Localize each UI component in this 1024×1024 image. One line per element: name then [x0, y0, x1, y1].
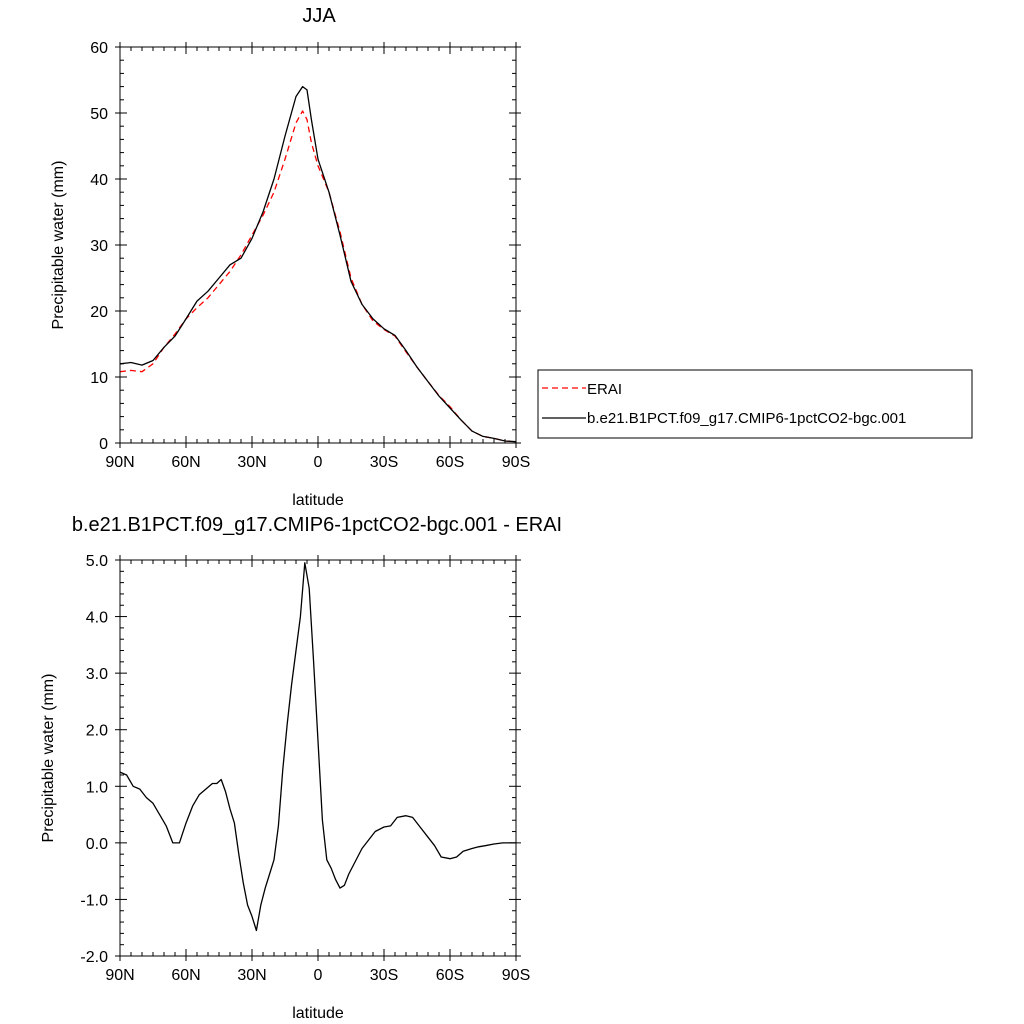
bottom-y-tick-label: 4.0: [86, 610, 108, 627]
bottom-plot-frame: [119, 559, 517, 957]
top-axis-ticks: 90N 60N 30N 0 30S 60S 90S 0 10 20 30 40 50 60: [90, 40, 530, 471]
bottom-x-tick-label: 0: [314, 967, 323, 984]
bottom-x-tick-label: 90N: [105, 967, 134, 984]
top-y-tick-label: 20: [90, 304, 108, 321]
bottom-x-tick-label: 30N: [237, 967, 266, 984]
top-x-tick-label: 30S: [370, 454, 398, 471]
bottom-y-tick-label: 5.0: [86, 553, 108, 570]
bottom-series-line-0: [119, 562, 516, 932]
top-x-tick-label: 60S: [436, 454, 464, 471]
top-x-axis-label: latitude: [292, 492, 344, 509]
bottom-series-group: [119, 562, 516, 932]
bottom-y-tick-label: 2.0: [86, 723, 108, 740]
top-y-tick-label: 40: [90, 172, 108, 189]
bottom-x-tick-label: 60S: [436, 967, 464, 984]
bottom-panel-title: b.e21.B1PCT.f09_g17.CMIP6-1pctCO2-bgc.00…: [72, 514, 562, 536]
bottom-y-axis-label: Precipitable water (mm): [40, 674, 57, 843]
top-x-tick-label: 90N: [105, 454, 134, 471]
bottom-y-tick-label: -1.0: [80, 892, 108, 909]
top-y-axis-label: Precipitable water (mm): [50, 161, 67, 330]
top-plot-frame: [119, 46, 517, 444]
top-y-tick-label: 60: [90, 40, 108, 57]
legend: ERAI b.e21.B1PCT.f09_g17.CMIP6-1pctCO2-b…: [537, 369, 973, 439]
top-y-tick-label: 50: [90, 106, 108, 123]
top-panel-title: JJA: [302, 5, 336, 27]
bottom-x-tick-label: 30S: [370, 967, 398, 984]
top-series-group: [119, 85, 517, 443]
bottom-panel: b.e21.B1PCT.f09_g17.CMIP6-1pctCO2-bgc.00…: [40, 514, 562, 1022]
top-x-tick-label: 0: [314, 454, 323, 471]
top-x-tick-label: 30N: [237, 454, 266, 471]
bottom-y-tick-label: -2.0: [80, 949, 108, 966]
bottom-x-axis-label: latitude: [292, 1005, 344, 1022]
bottom-y-tick-label: 1.0: [86, 779, 108, 796]
top-x-tick-label: 60N: [171, 454, 200, 471]
top-y-tick-label: 10: [90, 370, 108, 387]
top-panel: JJA 90N 60N 30N 0 30S 60S 90S 0 10 20 30 40 50 60 lat…: [50, 5, 530, 509]
bottom-axis-ticks: 90N 60N 30N 0 30S 60S 90S -2.0 -1.0 0.0 1.0 2.0 3.0 4…: [80, 553, 530, 984]
top-x-tick-label: 90S: [502, 454, 530, 471]
bottom-x-tick-label: 60N: [171, 967, 200, 984]
legend-label-model: b.e21.B1PCT.f09_g17.CMIP6-1pctCO2-bgc.00…: [587, 410, 906, 427]
top-series-line-b-e21-b1pct-f09-g17-cmip6-1pctco2-bgc-001: [119, 85, 517, 443]
bottom-y-tick-label: 3.0: [86, 666, 108, 683]
bottom-x-tick-label: 90S: [502, 967, 530, 984]
legend-label-erai: ERAI: [587, 381, 622, 398]
top-y-tick-label: 0: [99, 436, 108, 453]
top-y-tick-label: 30: [90, 238, 108, 255]
bottom-y-tick-label: 0.0: [86, 836, 108, 853]
legend-box: [537, 369, 973, 439]
